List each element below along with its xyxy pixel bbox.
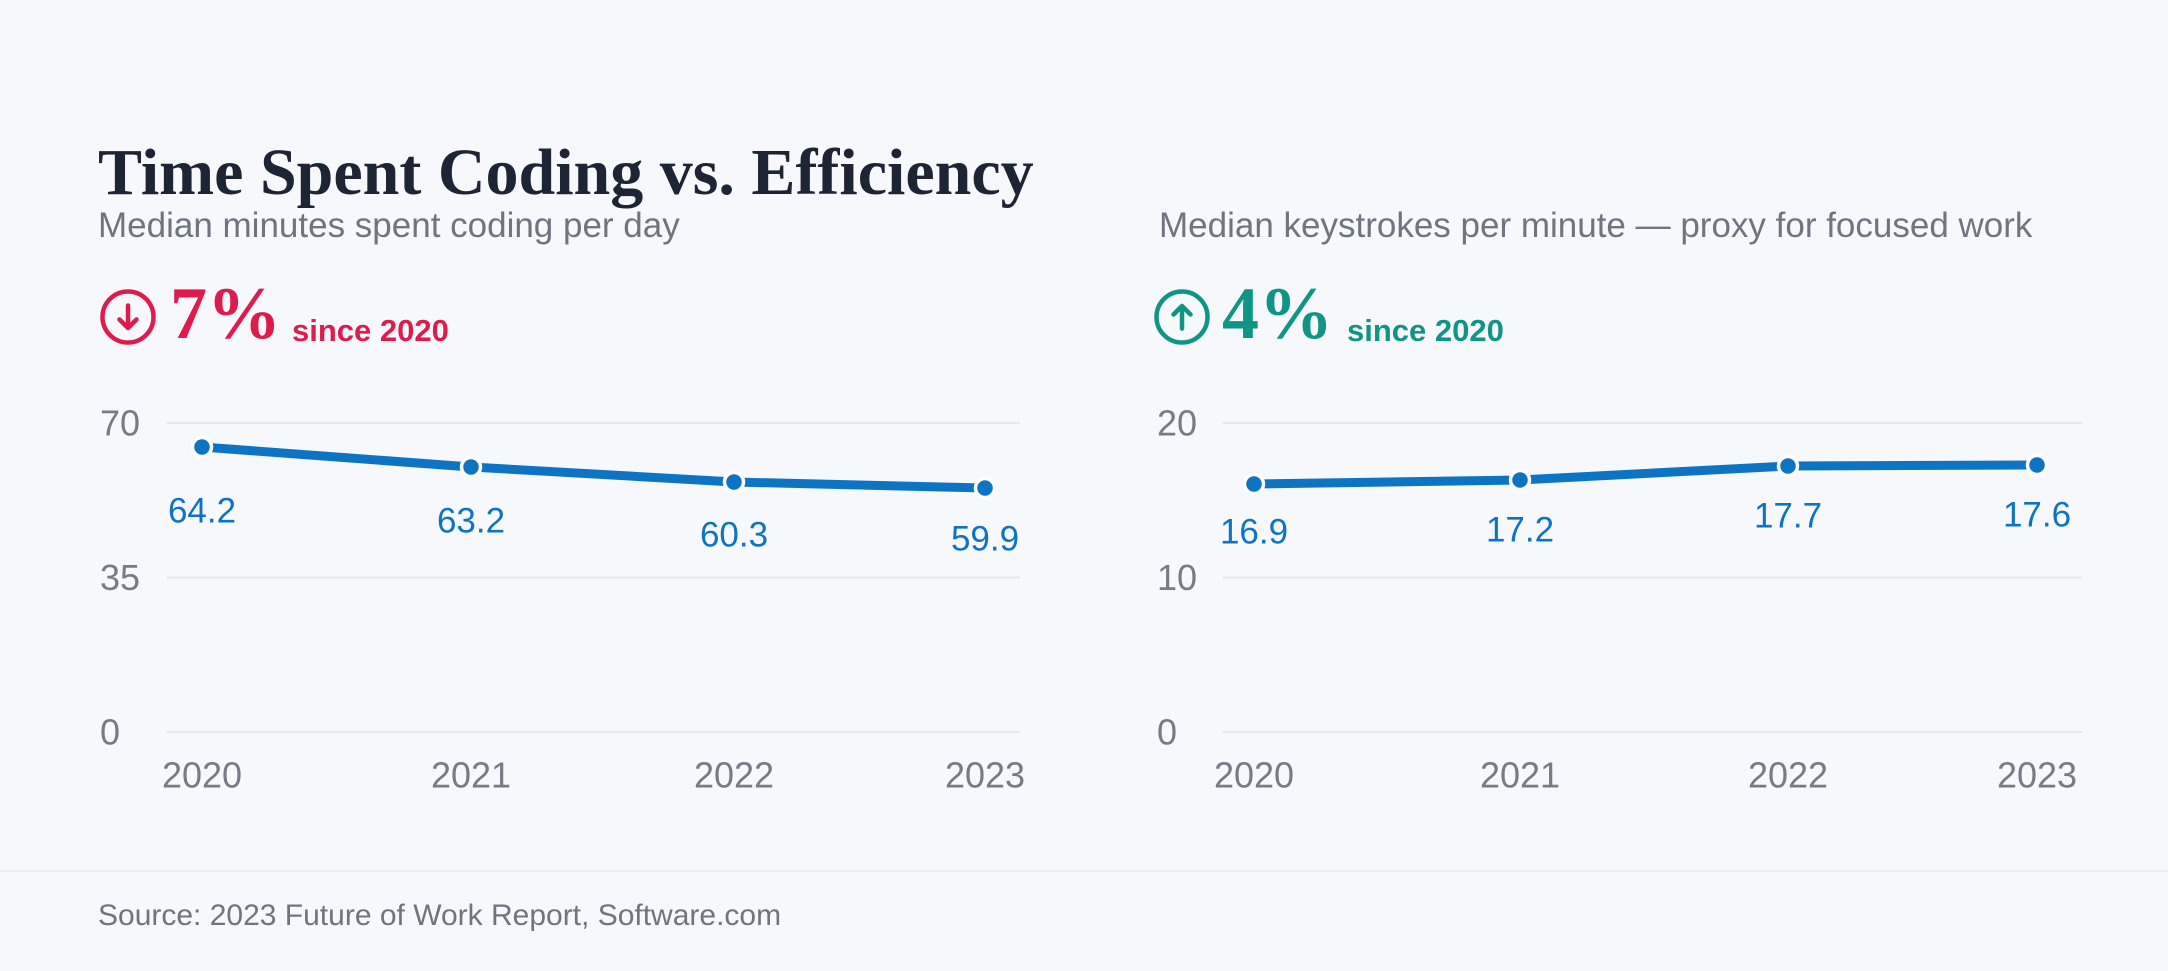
data-point-label: 17.7 xyxy=(1754,497,1822,536)
data-point xyxy=(2025,453,2049,477)
y-tick-label: 0 xyxy=(100,712,120,753)
trend-note-right: since 2020 xyxy=(1347,313,1504,348)
series-line xyxy=(197,442,990,493)
x-axis-label: 2022 xyxy=(1748,755,1828,796)
arrow-down-circle-icon xyxy=(100,289,156,345)
y-tick-label: 70 xyxy=(100,403,140,444)
data-point-label: 59.9 xyxy=(951,520,1019,559)
data-point xyxy=(459,455,483,479)
x-axis-label: 2021 xyxy=(1480,755,1560,796)
data-point-label: 17.2 xyxy=(1486,511,1554,550)
page-title: Time Spent Coding vs. Efficiency xyxy=(98,136,1034,210)
chart-subtitle-coding-minutes: Median minutes spent coding per day xyxy=(98,206,680,245)
x-axis-label: 2020 xyxy=(1214,755,1294,796)
data-point xyxy=(1242,472,1266,496)
y-tick-label: 0 xyxy=(1157,712,1177,753)
data-point xyxy=(190,435,214,459)
data-point-label: 64.2 xyxy=(168,492,236,531)
trend-note-left: since 2020 xyxy=(292,313,449,348)
data-point xyxy=(973,476,997,500)
x-axis-label: 2022 xyxy=(694,755,774,796)
trend-percent-up: 4% xyxy=(1222,273,1333,355)
data-point xyxy=(722,470,746,494)
data-point-label: 16.9 xyxy=(1220,513,1288,552)
y-tick-label: 20 xyxy=(1157,403,1197,444)
data-point-label: 17.6 xyxy=(2003,496,2071,535)
data-point xyxy=(1508,468,1532,492)
y-tick-label: 35 xyxy=(100,557,140,598)
data-point-label: 60.3 xyxy=(700,516,768,555)
x-axis-label: 2023 xyxy=(1997,755,2077,796)
data-point-label: 63.2 xyxy=(437,502,505,541)
data-point xyxy=(1776,454,1800,478)
x-axis-label: 2021 xyxy=(431,755,511,796)
series-line xyxy=(1249,460,2042,489)
arrow-up-circle-icon xyxy=(1154,289,1210,345)
chart-subtitle-keystrokes: Median keystrokes per minute — proxy for… xyxy=(1159,206,2033,245)
source-attribution: Source: 2023 Future of Work Report, Soft… xyxy=(98,899,782,932)
footer-divider xyxy=(0,870,2168,872)
x-axis-label: 2020 xyxy=(162,755,242,796)
trend-percent-down: 7% xyxy=(170,273,281,355)
y-tick-label: 10 xyxy=(1157,557,1197,598)
x-axis-label: 2023 xyxy=(945,755,1025,796)
